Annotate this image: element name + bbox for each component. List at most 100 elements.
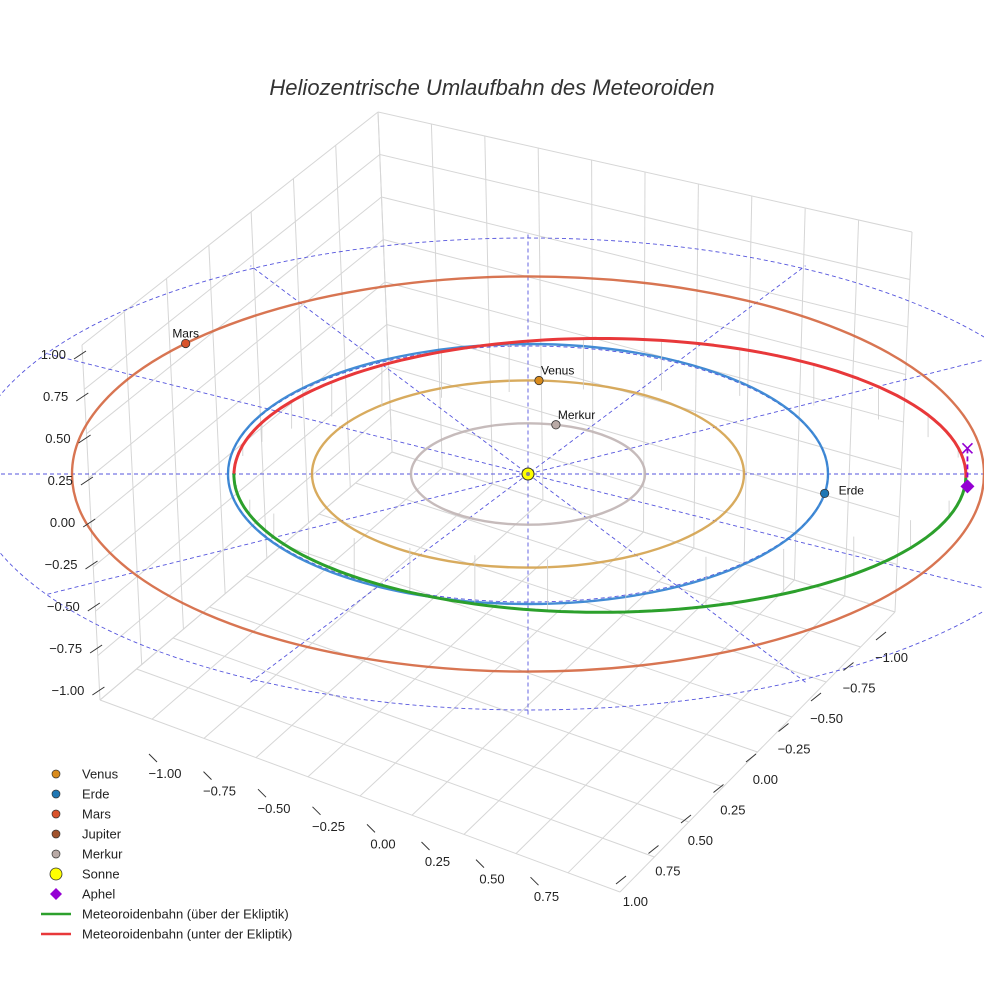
legend-symbol-6 [50, 888, 62, 900]
meteoroid-orbit-above [232, 470, 968, 614]
y-tick-mark [875, 631, 887, 641]
grid-line-left-wall [166, 278, 184, 630]
grid-line-left-wall [86, 196, 382, 435]
z-tick-mark [73, 350, 87, 360]
grid-line-floor [203, 483, 493, 739]
grid-line-floor [99, 451, 393, 701]
legend-symbol-0 [51, 769, 61, 779]
y-tick-label: −0.50 [810, 711, 843, 726]
meteoroid-orbit [232, 336, 968, 614]
x-tick-label: 0.25 [425, 854, 450, 869]
reference-grid [0, 233, 984, 715]
orbit-mars [70, 275, 984, 673]
z-tick-label: −0.75 [49, 641, 82, 656]
z-tick-label: 0.00 [50, 515, 75, 530]
legend-label-8: Meteoroidenbahn (unter der Ekliptik) [82, 927, 292, 942]
meteoroid-orbit-below [232, 336, 968, 478]
grid-line-right-wall [793, 207, 806, 581]
grid-line-left-wall [95, 366, 389, 612]
x-tick-label: −0.25 [312, 819, 345, 834]
y-tick-label: 1.00 [623, 894, 648, 909]
legend-label-6: Aphel [82, 887, 115, 902]
orbit-venus [310, 379, 746, 569]
y-tick-mark [810, 692, 822, 702]
legend-label-1: Erde [82, 787, 109, 802]
legend: Venus Erde Mars Jupiter Merkur Sonne Aphel Mete… [41, 767, 292, 942]
grid-line-floor [359, 531, 644, 797]
x-tick-label: −0.50 [258, 801, 291, 816]
z-tick-mark [85, 560, 98, 570]
sun-core [526, 472, 530, 476]
planet-erde [820, 488, 830, 499]
x-tick-mark [530, 876, 539, 886]
grid-line-right-wall [537, 147, 544, 501]
grid-line-left-wall [81, 111, 379, 346]
z-tick-mark [82, 518, 96, 528]
y-tick-mark [648, 845, 659, 854]
z-tick-label: −0.25 [45, 557, 78, 572]
x-tick-label: 0.75 [534, 889, 559, 904]
grid-line-left-wall [90, 281, 386, 523]
grid-line-floor [151, 467, 443, 720]
x-tick-label: −0.75 [203, 784, 236, 799]
orbit-merkur [409, 422, 647, 526]
grid-line-floor [307, 515, 594, 778]
z-tick-label: −0.50 [47, 599, 80, 614]
x-tick-mark [366, 824, 376, 833]
grid-line-right-wall [894, 231, 913, 613]
z-tick-mark [80, 476, 94, 486]
planet-orbits [70, 275, 984, 673]
grid-line-floor [411, 547, 695, 816]
z-tick-mark [78, 434, 91, 444]
x-tick-mark [257, 788, 267, 798]
x-tick-mark [203, 771, 212, 780]
grid-line-floor [515, 579, 795, 854]
legend-label-2: Mars [82, 807, 111, 822]
markers: Venus Erde Mars Merkur [172, 326, 975, 499]
x-tick-mark [312, 806, 321, 816]
grid-line-right-wall [377, 111, 393, 453]
grid [81, 111, 913, 893]
x-tick-label: −1.00 [149, 766, 182, 781]
legend-label-3: Jupiter [82, 827, 122, 842]
z-tick-label: 1.00 [41, 347, 66, 362]
grid-line-right-wall [844, 219, 860, 597]
y-tick-label: −0.25 [778, 742, 811, 757]
grid-line-left-wall [81, 344, 101, 701]
z-tick-mark [87, 602, 101, 612]
legend-label-5: Sonne [82, 867, 120, 882]
y-tick-label: −1.00 [875, 650, 908, 665]
aphelion-marker [960, 479, 975, 494]
grid-line-left-wall [208, 245, 226, 594]
z-tick-label: 0.75 [43, 389, 68, 404]
z-tick-label: −1.00 [51, 683, 84, 698]
grid-line-left-wall [123, 311, 143, 665]
grid-line-left-wall [88, 239, 384, 479]
z-tick-mark [92, 686, 105, 696]
legend-label-0: Venus [82, 767, 119, 782]
planet-mars [181, 338, 191, 349]
y-tick-label: 0.00 [753, 772, 778, 787]
x-tick-mark [421, 841, 430, 851]
planet-label-merkur: Merkur [558, 408, 595, 422]
planet-label-mars: Mars [172, 326, 199, 340]
x-tick-label: 0.50 [479, 872, 504, 887]
z-tick-label: 0.50 [45, 431, 70, 446]
x-tick-mark [475, 859, 485, 868]
planet-label-erde: Erde [839, 483, 865, 497]
y-tick-mark [843, 662, 854, 671]
x-tick-mark [148, 753, 158, 763]
legend-label-4: Merkur [82, 847, 123, 862]
grid-line-left-wall [292, 178, 310, 523]
grid-line-left-wall [97, 409, 391, 657]
legend-symbol-5 [49, 867, 63, 881]
y-tick-mark [745, 753, 757, 763]
y-tick-label: 0.25 [720, 803, 745, 818]
z-tick-mark [89, 644, 103, 654]
legend-symbol-3 [51, 829, 61, 839]
grid-line-left-wall [92, 324, 388, 568]
y-tick-mark [713, 784, 724, 793]
orbit-erde [226, 342, 830, 606]
y-tick-mark [615, 875, 627, 885]
